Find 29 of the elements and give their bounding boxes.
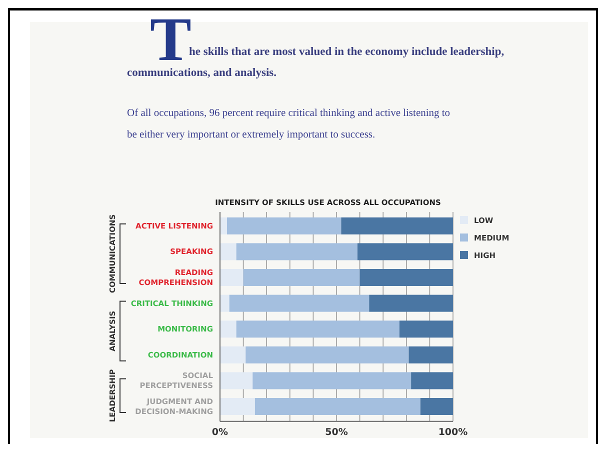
bar: [252, 372, 412, 390]
bar: [220, 320, 236, 338]
bar: [220, 269, 244, 286]
text: The skills that are most valued in the economy include leadership, communications, and analysis.: [127, 6, 504, 79]
bar: [254, 398, 420, 415]
bar: [357, 243, 453, 260]
bar: [226, 217, 342, 234]
bar: [220, 217, 227, 234]
bar: [236, 243, 358, 260]
bar: [246, 346, 409, 364]
bar: [360, 269, 453, 286]
bar: [399, 320, 453, 338]
bar: [341, 217, 453, 234]
bar: [229, 294, 370, 312]
x-tick-label: 100%: [438, 427, 468, 438]
bar: [220, 398, 255, 415]
bar: [220, 294, 230, 312]
bar: [220, 372, 253, 390]
x-tick-label: 0%: [212, 427, 229, 438]
bar: [369, 294, 453, 312]
text: Of all occupations, 96 percent require critical thinking and active listening to be either very important or extremely important to success.: [127, 108, 450, 140]
bar: [420, 398, 453, 415]
bar: [243, 269, 360, 286]
bar: [220, 346, 246, 364]
bar: [236, 320, 400, 338]
bar: [220, 243, 236, 260]
bar: [411, 372, 453, 390]
bar: [408, 346, 453, 364]
x-tick-label: 50%: [325, 427, 348, 438]
